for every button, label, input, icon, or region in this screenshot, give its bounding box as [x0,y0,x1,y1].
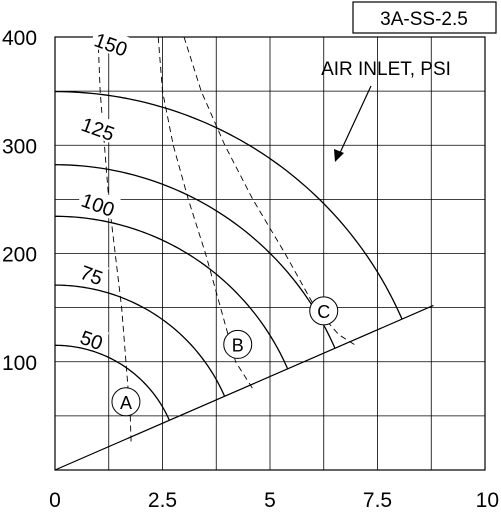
badge-label-A: A [120,393,132,413]
y-tick-label: 100 [2,352,37,375]
pressure-curve-100 [54,215,289,370]
pressure-curve-75 [54,284,226,397]
model-label-box: 3A-SS-2.5 [352,1,497,34]
dashed-curve-C [183,36,357,346]
boundary-line [54,304,434,471]
dashed-curves [97,36,357,443]
pressure-curve-50 [54,344,170,421]
annotation-arrow-line [338,85,372,156]
annotation-arrowhead [334,149,344,162]
badge-circle-B [223,329,253,359]
y-tick-label: 200 [2,244,37,267]
badge-circle-C [309,296,339,326]
curve-label-150: 150 [91,29,130,61]
badge-label-B: B [232,335,244,355]
model-label: 3A-SS-2.5 [380,9,468,30]
badge-label-C: C [317,302,330,322]
x-tick-label: 7.5 [363,489,392,512]
curve-badges: A B C [111,296,339,417]
pressure-curve-150 [54,90,403,320]
curve-label-bg [75,323,110,354]
curve-label-125: 125 [78,114,117,146]
x-tick-label: 2.5 [148,489,177,512]
annotation-text: AIR INLET, PSI [321,59,451,80]
curve-label-bg [76,185,121,220]
x-tick-label: 5 [264,489,276,512]
y-tick-label: 400 [2,27,37,50]
curve-label-bg [75,258,110,289]
curve-label-100: 100 [78,190,117,222]
x-tick-label: 0 [49,489,61,512]
pressure-curve-125 [54,164,336,349]
annotation: AIR INLET, PSI [321,59,451,162]
grid [54,36,486,471]
x-tick-label: 10 [476,489,499,512]
y-tick-label: 300 [2,135,37,158]
curve-label-bg [76,110,121,145]
badge-circle-A [111,387,141,417]
pressure-curves [54,90,403,421]
tick-labels: 0 2.5 5 7.5 10 100 200 300 400 [2,27,499,512]
curve-label-bg [89,25,134,60]
